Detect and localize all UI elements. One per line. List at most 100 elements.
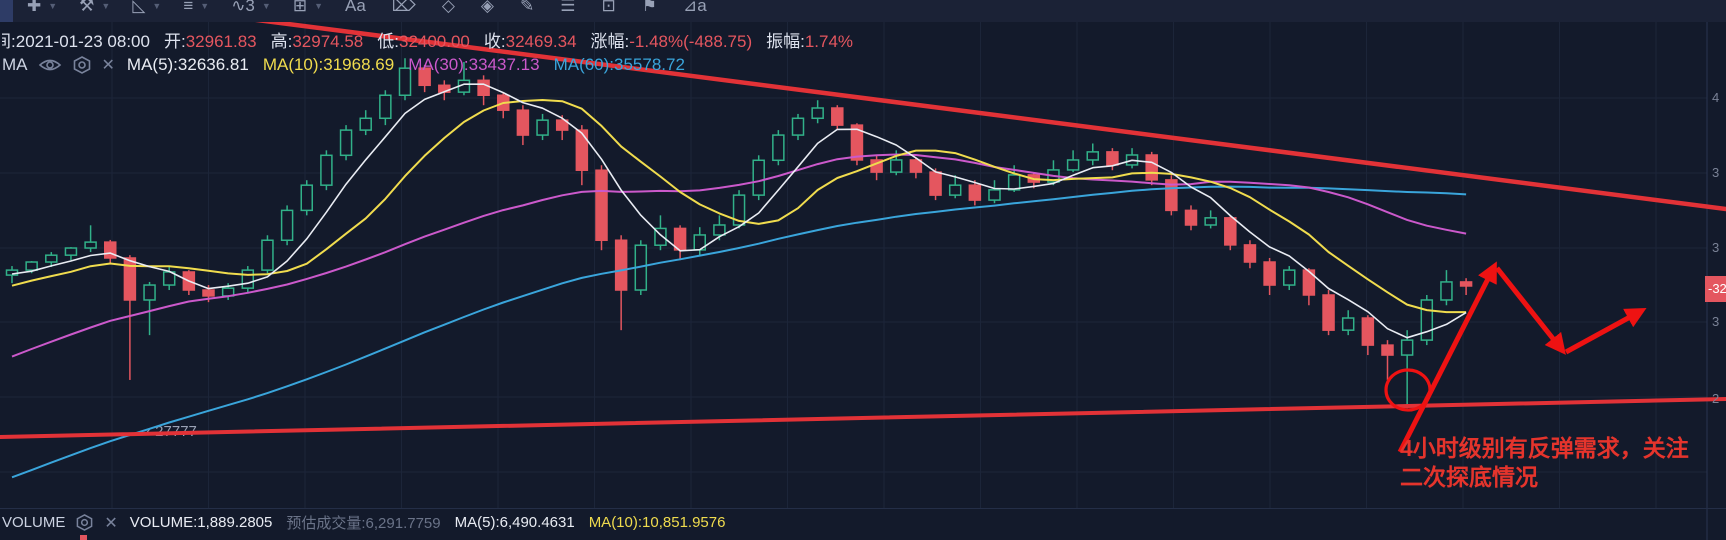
analyst-note-line1: 4小时级别有反弹需求，关注 — [1400, 435, 1689, 461]
toolbar-tool-icon[interactable]: ⊡ — [601, 0, 616, 15]
ma30-line — [11, 153, 1467, 358]
toolbar-tool-icon[interactable]: ⌦ — [391, 0, 416, 15]
change-value: 涨幅:-1.48%(-488.75) — [590, 32, 753, 51]
estimated-volume-value: 预估成交量:6,291.7759 — [286, 515, 441, 532]
price-axis-label: 3 — [1712, 240, 1720, 255]
toolbar-tool-icon[interactable]: ⊿a — [682, 0, 707, 15]
candle-body — [45, 254, 58, 263]
projection-arrow — [1564, 307, 1647, 355]
candle-body — [64, 247, 78, 256]
ma60-value: MA(60):35578.72 — [553, 55, 685, 74]
close-indicator-icon[interactable]: ✕ — [104, 514, 118, 532]
candle-body — [1459, 281, 1473, 287]
candle-body — [25, 261, 38, 271]
eye-icon[interactable] — [38, 57, 62, 73]
candle-body — [418, 67, 431, 87]
candle-body — [1322, 294, 1335, 331]
candle-body — [1184, 209, 1198, 226]
toolbar-tool-icon[interactable]: ✎ — [519, 0, 535, 15]
candle-body — [1145, 154, 1158, 181]
candle-body — [143, 284, 156, 301]
candle-body — [1302, 269, 1316, 296]
candle-body — [1263, 261, 1276, 286]
ma30-value: MA(30):33437.13 — [408, 55, 540, 74]
candle-body — [1204, 217, 1217, 226]
candle-body — [850, 124, 864, 161]
candle-body — [831, 107, 844, 126]
candle-body — [595, 169, 608, 241]
toolbar-tool-icon[interactable]: ∿3 ▼ — [231, 0, 271, 17]
toolbar-tool-icon[interactable]: ◈ — [480, 0, 494, 15]
timestamp: 间:2021-01-23 08:00 — [2, 32, 150, 51]
candle-body — [104, 241, 117, 259]
candle-body — [1224, 217, 1237, 246]
settings-gear-icon[interactable] — [75, 514, 94, 531]
candle-body — [948, 184, 962, 196]
volume-bar — [80, 535, 87, 540]
price-axis-label: 3 — [1712, 314, 1720, 329]
candle-body — [84, 241, 97, 249]
price-axis-label: 2 — [1712, 391, 1720, 406]
candle-body — [398, 67, 412, 97]
ma-indicator-bar: MA ✕ MA(5):32636.81 MA(10):31968.69 MA(3… — [2, 55, 699, 75]
candle-body — [359, 117, 372, 131]
ma5-line — [11, 83, 1467, 339]
candle-body — [654, 227, 667, 246]
candle-body — [1007, 174, 1021, 191]
chevron-down-icon[interactable]: ▼ — [261, 1, 271, 11]
candle-body — [1381, 344, 1394, 356]
toolbar-tool-icon[interactable]: ◺ ▼ — [132, 0, 161, 17]
toolbar-tool-icon[interactable]: ⊞ ▼ — [293, 0, 323, 17]
toolbar-tool-icon[interactable]: ⚒ ▼ — [79, 0, 110, 17]
toolbar-tool-icon[interactable]: ◇ — [441, 0, 455, 15]
level-arrow-icon: ‹ — [146, 423, 151, 440]
close-indicator-icon[interactable]: ✕ — [101, 57, 115, 74]
candle-body — [1066, 159, 1080, 171]
candle-body — [1440, 281, 1453, 301]
price-axis-label: 4 — [1712, 90, 1720, 105]
chevron-down-icon[interactable]: ▼ — [48, 1, 58, 11]
candle-body — [241, 269, 255, 289]
chevron-down-icon[interactable]: ▼ — [200, 1, 210, 11]
projection-arrow — [1397, 261, 1497, 454]
toolbar-tool-icon[interactable]: ✚ ▼ — [27, 0, 57, 17]
chevron-down-icon[interactable]: ▼ — [152, 1, 162, 11]
candle-body — [536, 119, 549, 136]
candle-body — [1361, 317, 1375, 346]
candle-body — [1400, 339, 1414, 356]
candle-body — [1106, 151, 1119, 166]
candle-body — [1420, 299, 1434, 341]
settings-gear-icon[interactable] — [72, 56, 92, 74]
toolbar-tool-icon[interactable]: Aa — [344, 0, 366, 15]
candle-body — [713, 224, 726, 236]
close-value: 收:32469.34 — [483, 32, 577, 51]
candle-body — [968, 184, 982, 201]
volume-title: VOLUME — [2, 514, 66, 531]
candle-body — [909, 159, 923, 173]
toolbar-tool-icon[interactable]: ☰ — [560, 0, 576, 15]
candle-body — [929, 171, 942, 196]
ma5-value: MA(5):32636.81 — [126, 55, 249, 74]
candle-body — [772, 134, 785, 162]
candle-body — [1086, 151, 1099, 161]
pane-divider[interactable] — [0, 508, 1726, 509]
active-tool-highlight[interactable] — [0, 0, 13, 22]
candle-body — [1283, 269, 1296, 286]
volume-value: VOLUME:1,889.2805 — [129, 514, 273, 531]
volume-ma10-value: MA(10):10,851.9576 — [588, 514, 726, 531]
candle-body — [1165, 179, 1178, 212]
chevron-down-icon[interactable]: ▼ — [101, 1, 111, 11]
analyst-note-line2: 二次探底情况 — [1400, 464, 1538, 490]
chevron-down-icon[interactable]: ▼ — [314, 1, 323, 11]
volume-ma5-value: MA(5):6,490.4631 — [454, 514, 575, 531]
toolbar-tool-icon[interactable]: ≡ ▼ — [183, 0, 209, 17]
toolbar-tool-icon[interactable]: ⚑ — [641, 0, 657, 15]
candle-body — [5, 269, 19, 276]
candle-body — [732, 194, 746, 226]
candle-body — [555, 119, 569, 131]
candle-body — [320, 154, 333, 186]
candle-body — [477, 79, 490, 97]
ma-title: MA — [2, 55, 28, 74]
